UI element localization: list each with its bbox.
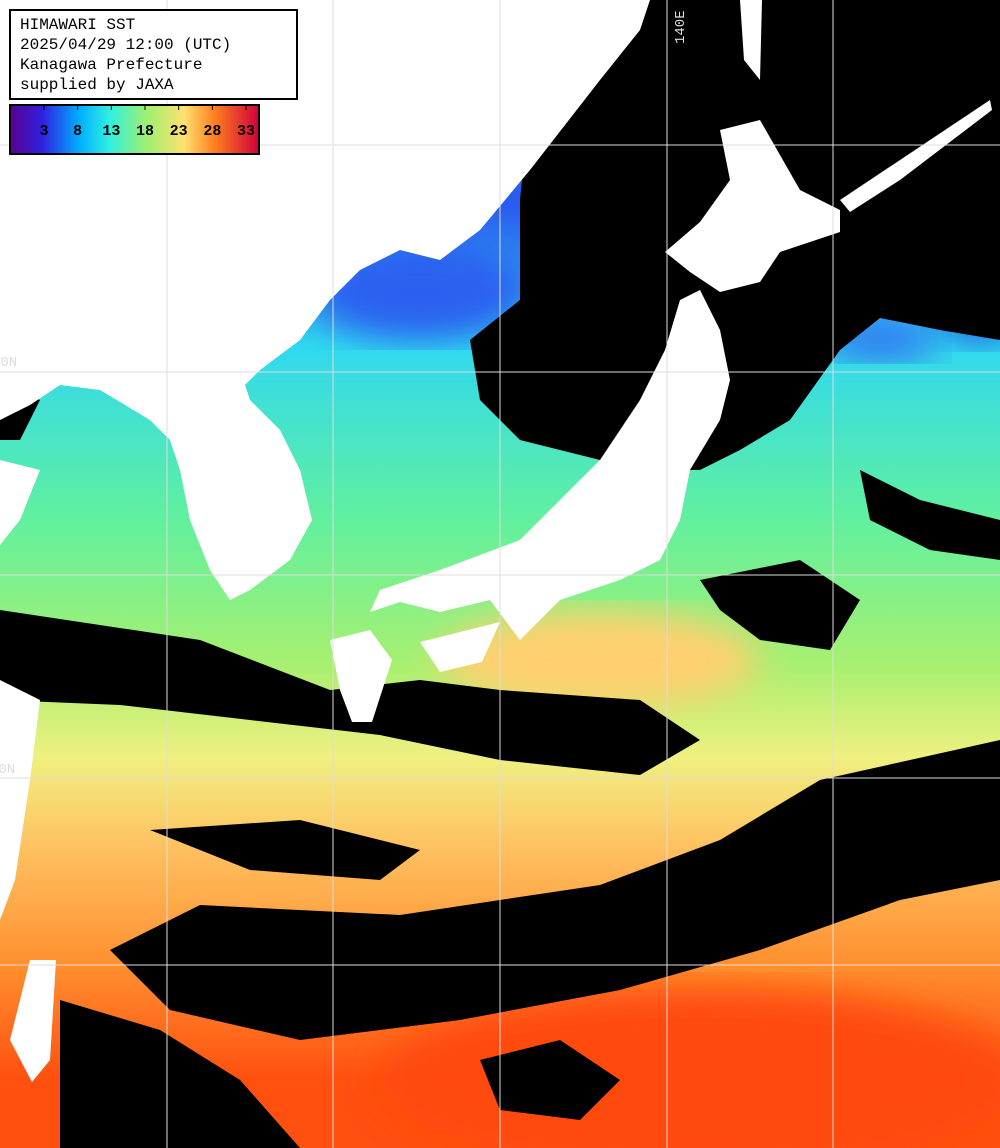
lat-label: 40N bbox=[0, 355, 17, 371]
lat-label: 30N bbox=[0, 762, 15, 778]
header-line: 2025/04/29 12:00 (UTC) bbox=[20, 36, 231, 54]
colorbar: 3 8 13 18 23 28 33 bbox=[9, 104, 260, 155]
colorbar-tick-label: 28 bbox=[203, 123, 221, 140]
colorbar-tick-label: 3 bbox=[39, 123, 48, 140]
header-line: HIMAWARI SST bbox=[20, 16, 135, 34]
colorbar-tick-label: 33 bbox=[237, 123, 255, 140]
header-box: HIMAWARI SST 2025/04/29 12:00 (UTC) Kana… bbox=[9, 9, 298, 100]
header-panel bbox=[9, 9, 298, 100]
colorbar-tick-label: 8 bbox=[73, 123, 82, 140]
colorbar-tick-label: 18 bbox=[136, 123, 154, 140]
header-line: Kanagawa Prefecture bbox=[20, 56, 202, 74]
colorbar-ramp bbox=[9, 104, 260, 155]
colorbar-tick-label: 23 bbox=[170, 123, 188, 140]
lon-label: 140E bbox=[673, 10, 689, 44]
colorbar-tick-label: 13 bbox=[102, 123, 120, 140]
header-line: supplied by JAXA bbox=[20, 76, 174, 94]
